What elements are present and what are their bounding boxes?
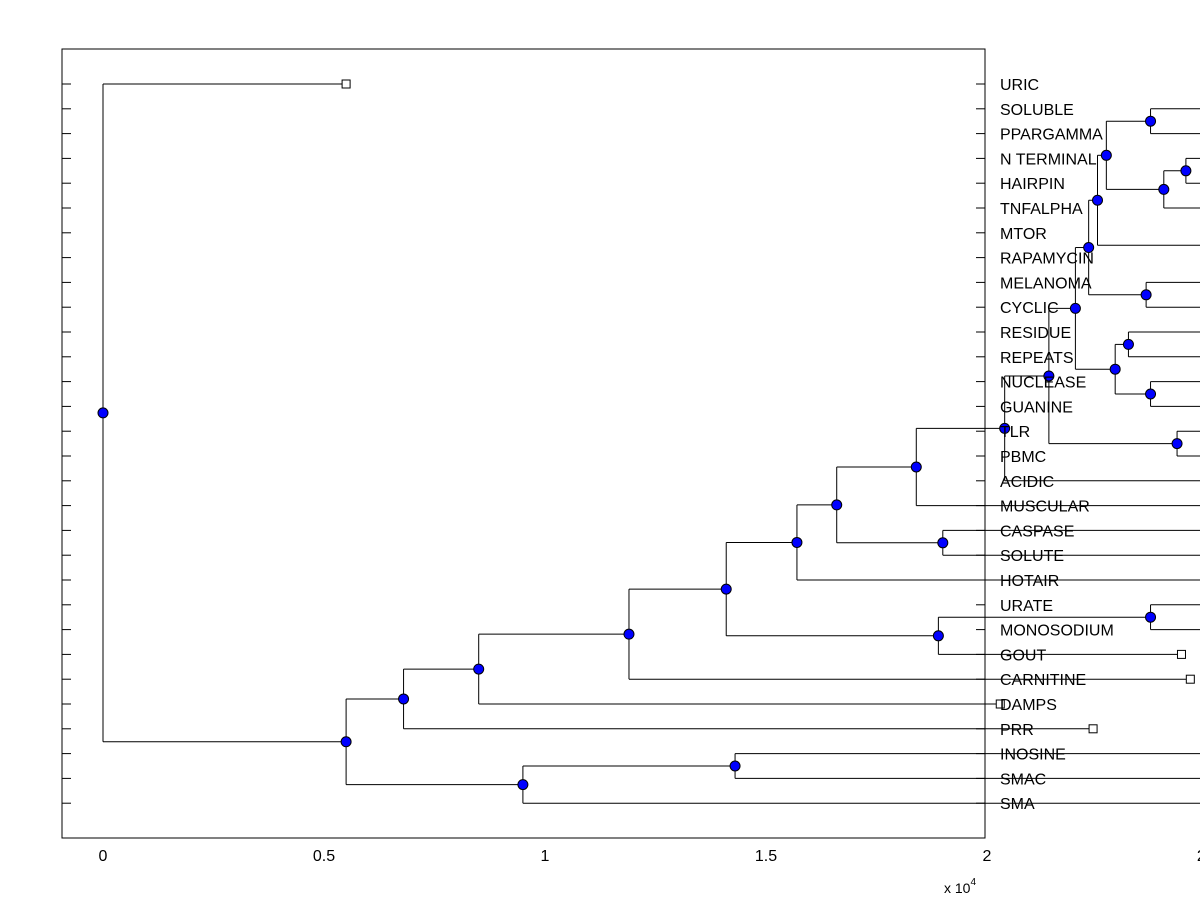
x-tick-label: 2: [983, 848, 992, 865]
merge-node: [473, 663, 485, 675]
merge-node: [623, 628, 635, 640]
dendrogram-links: [102, 83, 1200, 804]
leaf-label: GOUT: [1000, 647, 1046, 664]
merge-node: [1180, 165, 1192, 177]
merge-node: [1069, 302, 1081, 314]
y-tick-marks: [62, 83, 985, 804]
leaf-marker: [1088, 724, 1098, 734]
merge-node: [1140, 289, 1152, 301]
leaf-label: MELANOMA: [1000, 275, 1092, 292]
merge-node: [1158, 183, 1170, 195]
merge-node: [791, 536, 803, 548]
merge-node: [517, 779, 529, 791]
dendrogram-nodes: [97, 79, 1195, 791]
leaf-label: HAIRPIN: [1000, 176, 1065, 193]
merge-node: [1145, 115, 1157, 127]
x-tick-label: 1.5: [755, 848, 777, 865]
leaf-label: SMAC: [1000, 771, 1046, 788]
leaf-labels: URIC SOLUBLE PPARGAMMA N TERMINAL HAIRPIN TNF…: [1000, 77, 1114, 813]
leaf-label: MTOR: [1000, 226, 1047, 243]
merge-node: [1145, 388, 1157, 400]
leaf-marker: [1185, 674, 1195, 684]
merge-node: [1109, 363, 1121, 375]
x-axis: 00.511.522.533.5: [99, 848, 1200, 865]
leaf-label: REPEATS: [1000, 350, 1074, 367]
merge-node: [1100, 149, 1112, 161]
leaf-label: PBMC: [1000, 449, 1046, 466]
merge-node: [729, 760, 741, 772]
leaf-label: NUCLEASE: [1000, 375, 1086, 392]
leaf-label: RAPAMYCIN: [1000, 251, 1094, 268]
merge-node: [1092, 194, 1103, 206]
merge-node: [97, 407, 109, 419]
merge-node: [910, 461, 922, 473]
leaf-label: GUANINE: [1000, 399, 1073, 416]
leaf-label: TLR: [1000, 424, 1030, 441]
leaf-marker: [1176, 649, 1186, 659]
merge-node: [932, 630, 944, 642]
leaf-label: PRR: [1000, 722, 1034, 739]
leaf-label: SMA: [1000, 796, 1035, 813]
merge-node: [1043, 370, 1055, 382]
x-scale-exponent: 4: [970, 877, 976, 888]
x-tick-label: 0.5: [313, 848, 335, 865]
leaf-label: PPARGAMMA: [1000, 127, 1103, 144]
leaf-label: TNFALPHA: [1000, 201, 1083, 218]
merge-node: [1122, 338, 1134, 350]
plot-frame: [61, 48, 986, 839]
merge-node: [999, 422, 1011, 434]
merge-node: [831, 499, 843, 511]
merge-node: [937, 537, 949, 549]
leaf-label: SOLUBLE: [1000, 102, 1074, 119]
x-tick-label: 2.5: [1197, 848, 1200, 865]
leaf-label: URIC: [1000, 77, 1039, 94]
x-scale-label: x 104: [944, 877, 976, 896]
merge-node: [340, 736, 352, 748]
leaf-label: ACIDIC: [1000, 474, 1054, 491]
leaf-label: MUSCULAR: [1000, 499, 1090, 516]
leaf-label: HOTAIR: [1000, 573, 1059, 590]
merge-node: [398, 693, 410, 705]
leaf-label: URATE: [1000, 598, 1053, 615]
leaf-label: SOLUTE: [1000, 548, 1064, 565]
leaf-label: INOSINE: [1000, 747, 1066, 764]
leaf-label: DAMPS: [1000, 697, 1057, 714]
leaf-label: MONOSODIUM: [1000, 623, 1114, 640]
x-tick-label: 1: [541, 848, 550, 865]
leaf-label: RESIDUE: [1000, 325, 1071, 342]
x-tick-label: 0: [99, 848, 108, 865]
leaf-label: CARNITINE: [1000, 672, 1086, 689]
merge-node: [1171, 438, 1183, 450]
leaf-label: CYCLIC: [1000, 300, 1059, 317]
merge-node: [720, 583, 732, 595]
leaf-marker: [341, 79, 351, 89]
merge-node: [1145, 611, 1157, 623]
merge-node: [1083, 242, 1095, 254]
leaf-label: N TERMINAL: [1000, 151, 1097, 168]
leaf-label: CASPASE: [1000, 523, 1074, 540]
leaf-marker: [995, 699, 1005, 709]
